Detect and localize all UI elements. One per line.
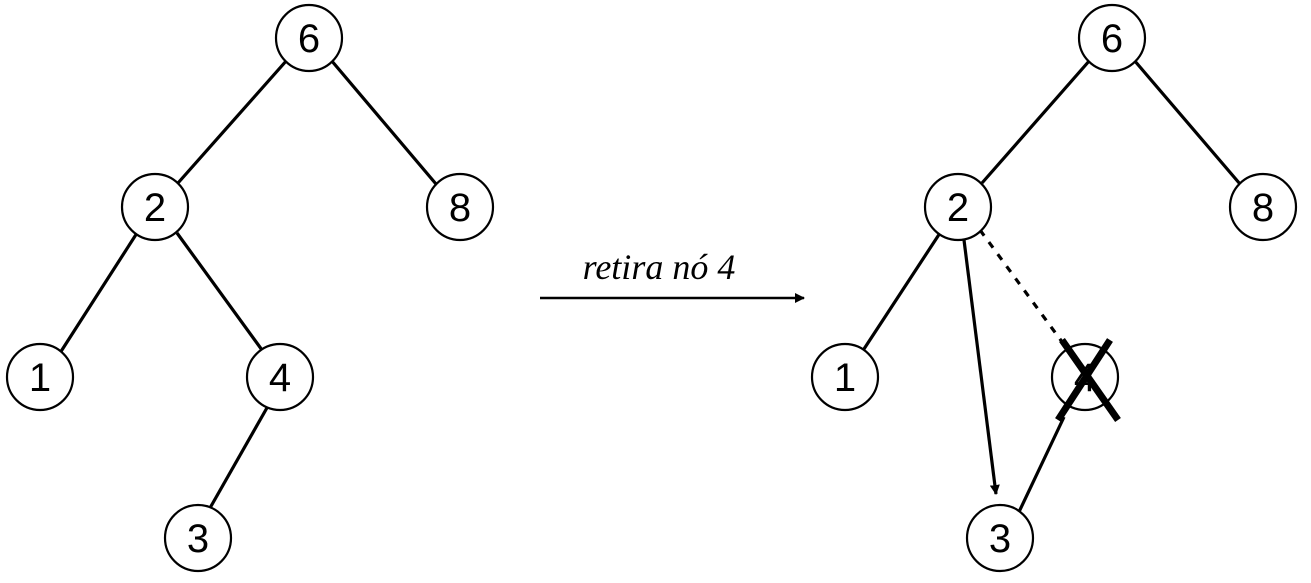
node-label: 1 <box>29 356 51 400</box>
node-label: 1 <box>834 356 856 400</box>
node-label: 3 <box>989 517 1011 561</box>
node-label: 4 <box>269 356 291 400</box>
cross-mark-icon <box>1055 337 1121 423</box>
edge-6-8 <box>329 58 438 186</box>
after-tree: 6 2 8 1 4 3 <box>810 3 1298 573</box>
node-8: 8 <box>425 172 495 242</box>
edge-6-8 <box>1132 58 1242 186</box>
edge-2-1 <box>58 232 139 354</box>
node-1: 1 <box>810 342 880 412</box>
node-4-removed: 4 <box>1050 337 1121 423</box>
before-tree: 6 2 8 1 4 3 <box>5 3 495 573</box>
node-2: 2 <box>120 172 190 242</box>
edge-6-2 <box>176 58 289 185</box>
edge-2-1 <box>860 232 942 353</box>
edge-4-3-old <box>1016 416 1066 515</box>
node-6: 6 <box>1077 3 1147 73</box>
node-3: 3 <box>163 503 233 573</box>
node-2: 2 <box>923 172 993 242</box>
node-4: 4 <box>245 342 315 412</box>
edge-6-2 <box>980 58 1092 185</box>
node-label: 8 <box>1252 186 1274 230</box>
node-1: 1 <box>5 342 75 412</box>
removed-edge-2-4 <box>978 229 1070 351</box>
node-label: 2 <box>144 186 166 230</box>
relink-arrow-2-3 <box>962 239 1000 495</box>
edge-4-3 <box>208 405 270 509</box>
transition-caption: retira nó 4 <box>583 247 736 287</box>
node-label: 8 <box>449 186 471 230</box>
node-label: 6 <box>298 17 320 61</box>
node-label: 3 <box>187 517 209 561</box>
node-3: 3 <box>965 503 1035 573</box>
node-label: 6 <box>1101 17 1123 61</box>
node-8: 8 <box>1228 172 1298 242</box>
node-label: 2 <box>947 186 969 230</box>
edge-2-4 <box>175 232 264 351</box>
node-6: 6 <box>274 3 344 73</box>
